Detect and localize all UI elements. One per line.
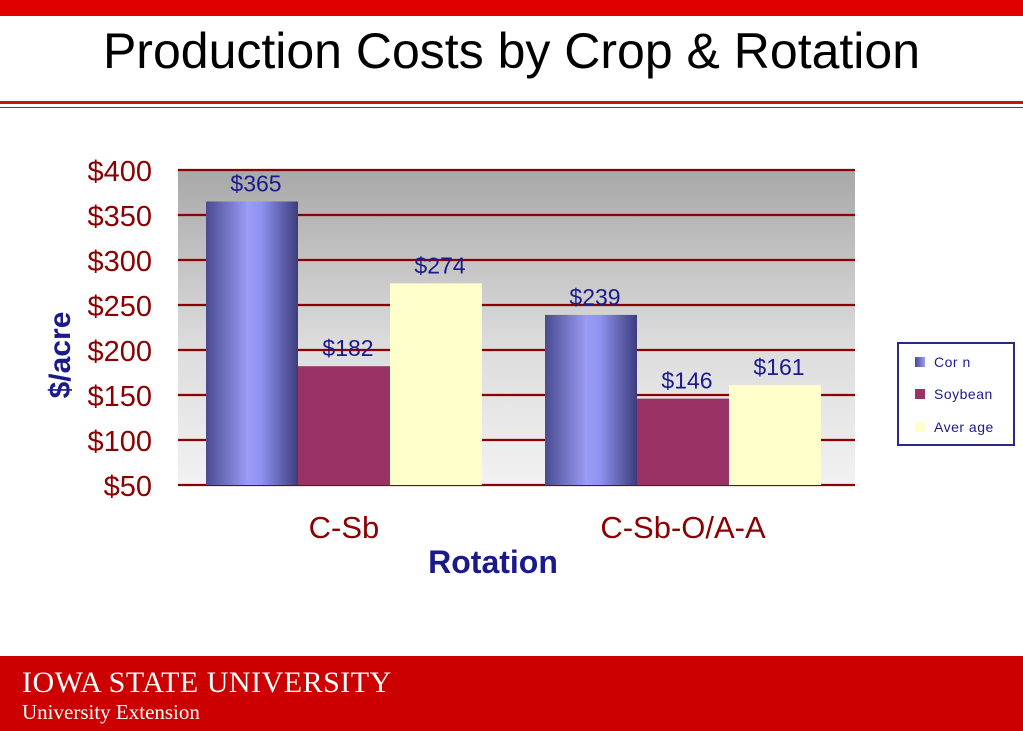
y-tick-label: $50 [104, 471, 152, 503]
y-tick-label: $350 [87, 201, 152, 233]
bar-soybean [637, 398, 729, 485]
legend-swatch-soybean [915, 389, 925, 399]
university-name: IOWA STATE UNIVERSITY [22, 666, 392, 699]
legend-swatch-average [915, 422, 925, 432]
bar-corn [545, 314, 637, 485]
title-divider-thick [0, 101, 1023, 104]
legend-label-soybean: Soybean [934, 386, 993, 402]
data-label: $182 [322, 335, 373, 361]
title-divider-thin [0, 107, 1023, 108]
y-tick-label: $300 [87, 246, 152, 278]
data-label: $239 [569, 284, 620, 310]
legend-item-soybean: Soybean [915, 386, 993, 402]
legend-swatch-corn [915, 357, 925, 367]
data-label: $365 [230, 171, 281, 197]
y-tick-label: $100 [87, 426, 152, 458]
legend-item-average: Aver age [915, 419, 994, 435]
x-axis-title: Rotation [428, 544, 558, 580]
slide-title: Production Costs by Crop & Rotation [102, 23, 921, 79]
data-label: $146 [661, 368, 712, 394]
y-tick-label: $150 [87, 381, 152, 413]
data-label: $274 [414, 252, 465, 278]
y-tick-label: $200 [87, 336, 152, 368]
legend-item-corn: Cor n [915, 354, 971, 370]
chart-legend: Cor n Soybean Aver age [897, 342, 1015, 446]
bar-soybean [298, 366, 390, 485]
y-axis-title: $/acre [44, 312, 77, 399]
x-tick-label: C-Sb [309, 510, 380, 545]
extension-name: University Extension [22, 700, 200, 724]
bar-average [729, 385, 821, 485]
bar-corn [206, 201, 298, 485]
bar-average [390, 283, 482, 485]
y-tick-label: $400 [87, 156, 152, 188]
y-tick-label: $250 [87, 291, 152, 323]
footer-bar: IOWA STATE UNIVERSITY University Extensi… [0, 656, 1023, 731]
x-tick-label: C-Sb-O/A-A [600, 510, 766, 545]
top-accent-bar [0, 0, 1023, 16]
data-label: $161 [753, 354, 804, 380]
legend-label-corn: Cor n [934, 354, 971, 370]
legend-label-average: Aver age [934, 419, 994, 435]
